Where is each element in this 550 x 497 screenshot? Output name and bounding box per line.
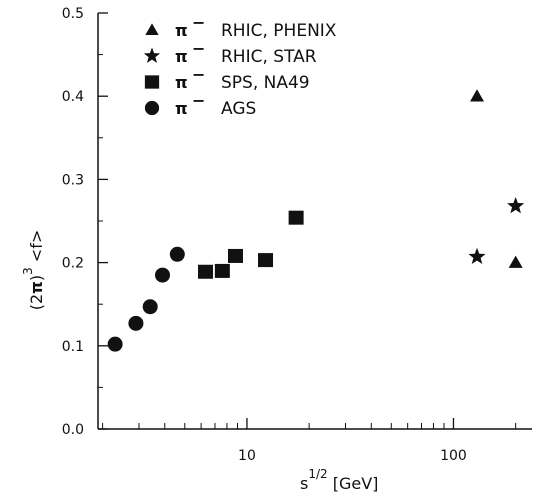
star-marker [507,197,525,214]
square-marker [214,263,230,278]
x-axis-title-base: s [300,474,308,493]
y-axis-title-pre: (2 [27,294,46,310]
x-axis-title: s1/2 [GeV] [300,467,378,493]
circle-marker [142,299,158,315]
legend-square-marker [144,75,160,89]
legend-charge: − [192,13,205,32]
ticks: 0.0 0.1 0.2 0.3 0.4 0.5 10 100 [62,6,517,464]
circle-marker [169,246,185,262]
legend-charge: − [192,91,205,110]
legend-label: RHIC, PHENIX [221,21,337,41]
legend-particle: π [175,47,188,66]
legend-label: AGS [221,99,256,119]
circle-marker [107,336,123,352]
legend-star-marker [143,47,161,63]
y-tick-label: 0.3 [62,172,84,188]
y-tick-label: 0.4 [62,89,84,105]
y-tick-label: 0.5 [62,6,84,22]
x-tick-label: 10 [238,448,256,464]
legend-particle: π [175,21,188,40]
y-tick-label: 0.1 [62,339,84,355]
star-marker [468,247,486,265]
legend-circle-marker [144,100,160,116]
legend-particle: π [175,73,188,92]
y-tick-label: 0.0 [62,422,84,438]
square-marker [198,264,214,279]
legend-particle: π [175,99,188,118]
triangle-marker [508,255,523,268]
x-axis-title-rest: [GeV] [328,474,379,493]
legend-label: SPS, NA49 [221,73,310,93]
y-axis-title: (2π)3 <f> [21,230,46,311]
y-axis-title-rest: <f> [27,230,46,268]
square-marker [258,253,274,268]
square-marker [288,210,304,225]
circle-marker [128,315,144,331]
y-axis-title-post: ) [27,275,46,281]
legend-charge: − [192,39,205,58]
legend-charge: − [192,65,205,84]
x-axis-title-sup: 1/2 [308,467,327,481]
circle-marker [154,267,170,283]
y-axis-title-pi: π [27,281,46,294]
legend-triangle-marker [145,23,159,35]
x-tick-label: 100 [440,448,467,464]
legend-label: RHIC, STAR [221,47,317,67]
axes [97,13,532,430]
y-axis-title-sup: 3 [21,267,35,275]
square-marker [227,248,243,263]
y-tick-label: 0.2 [62,256,84,272]
data-markers [107,89,525,352]
triangle-marker [470,89,485,102]
